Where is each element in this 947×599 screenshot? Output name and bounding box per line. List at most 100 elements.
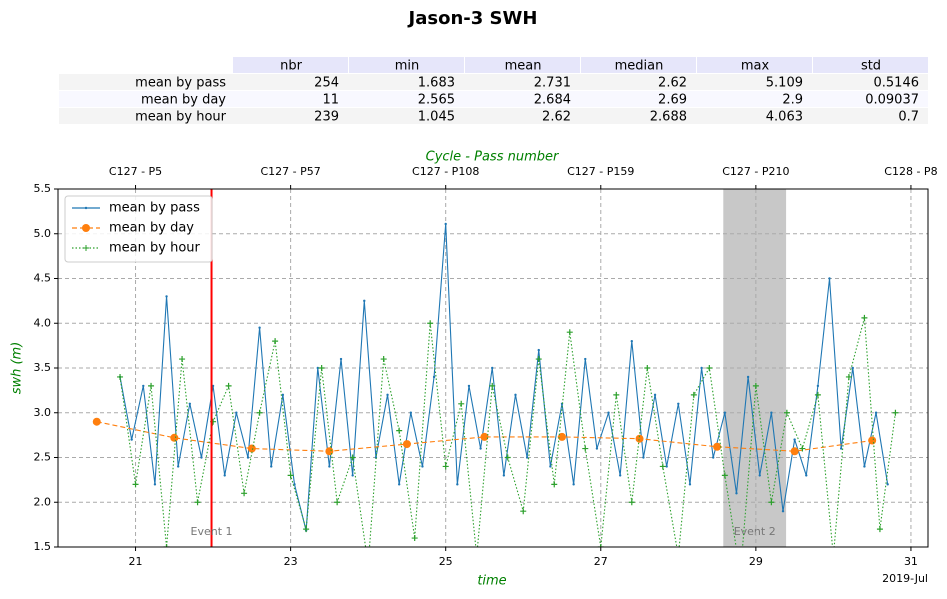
stats-table: nbr min mean median max std mean by pass 254 1.6… xyxy=(59,57,928,125)
x-offset-label: 2019-Jul xyxy=(882,572,928,585)
cell: 2.565 xyxy=(418,93,455,108)
row-bg xyxy=(59,91,928,107)
point xyxy=(642,456,645,459)
point xyxy=(474,553,480,559)
row-label: mean by pass xyxy=(135,76,226,91)
point xyxy=(721,472,728,479)
legend-label: mean by day xyxy=(109,221,194,236)
point xyxy=(713,442,722,451)
point xyxy=(863,465,866,468)
column-header: min xyxy=(395,59,420,74)
x-tick-label: 25 xyxy=(439,555,453,568)
point xyxy=(411,535,418,542)
point xyxy=(790,447,799,456)
point xyxy=(839,447,843,450)
point xyxy=(170,433,179,442)
point xyxy=(644,365,651,371)
point xyxy=(444,222,447,226)
row-label: mean by hour xyxy=(135,110,227,125)
point xyxy=(595,447,599,450)
cell: 0.7 xyxy=(898,110,919,125)
y-tick-label: 5.0 xyxy=(34,227,52,240)
plot-area: Event 2 1.5 2.0 2.5 3.0 3.5 4.0 4.5 5.0 5.5 21 23 25… xyxy=(34,165,938,577)
point xyxy=(421,465,424,468)
point xyxy=(281,393,285,397)
point xyxy=(653,393,657,397)
point xyxy=(235,411,238,414)
point xyxy=(675,553,681,559)
point xyxy=(572,483,575,486)
header-cell xyxy=(349,57,464,73)
point xyxy=(442,463,449,470)
point xyxy=(735,492,738,495)
legend: mean by pass mean by day mean by hour xyxy=(64,195,213,263)
point xyxy=(814,391,821,398)
point xyxy=(770,411,773,414)
point xyxy=(504,454,511,461)
point xyxy=(566,329,573,336)
x2-tick-label: C127 - P159 xyxy=(567,165,634,178)
x-tick-label: 27 xyxy=(594,555,608,568)
point xyxy=(582,445,589,452)
point xyxy=(876,526,883,533)
point xyxy=(630,339,633,343)
x-axis-label: time xyxy=(477,574,506,589)
column-header: std xyxy=(861,59,881,74)
point xyxy=(768,499,775,506)
point xyxy=(783,409,790,416)
x2-tick-label: C127 - P5 xyxy=(109,165,162,178)
point xyxy=(613,391,620,398)
point xyxy=(712,456,715,459)
point xyxy=(558,432,567,441)
point xyxy=(188,402,192,405)
x-tick-label: 21 xyxy=(129,555,143,568)
cell: 2.731 xyxy=(534,76,571,91)
point xyxy=(700,366,703,370)
point xyxy=(241,490,248,497)
legend-label: mean by hour xyxy=(109,241,201,256)
cell: 4.063 xyxy=(766,110,803,125)
point xyxy=(179,356,186,363)
y-tick-label: 1.5 xyxy=(34,540,52,553)
cell: 2.688 xyxy=(650,110,687,125)
point xyxy=(318,365,325,371)
legend-label: mean by pass xyxy=(109,201,200,216)
point xyxy=(584,357,587,361)
y-tick-label: 3.0 xyxy=(34,406,52,419)
point xyxy=(456,483,459,486)
point xyxy=(328,465,331,468)
y-tick-label: 2.0 xyxy=(34,495,52,508)
point xyxy=(535,356,542,363)
point xyxy=(256,409,263,416)
point xyxy=(165,295,168,298)
column-header: mean xyxy=(505,59,542,74)
cell: 239 xyxy=(314,110,339,125)
point xyxy=(287,472,294,479)
point xyxy=(828,277,831,280)
point xyxy=(551,481,558,488)
x2-axis-label: Cycle - Pass number xyxy=(426,150,560,165)
point xyxy=(851,366,854,370)
point xyxy=(176,465,180,468)
point xyxy=(706,365,713,371)
series-line xyxy=(96,421,873,452)
point xyxy=(163,544,170,547)
point xyxy=(805,474,808,477)
y-tick-label: 4.5 xyxy=(34,272,52,285)
x2-tick-label: C127 - P210 xyxy=(722,165,789,178)
point xyxy=(479,447,482,450)
cell: 0.5146 xyxy=(874,76,920,91)
point xyxy=(409,411,413,414)
point xyxy=(737,571,743,577)
row-label: mean by day xyxy=(141,93,226,108)
legend-marker xyxy=(83,245,89,251)
point xyxy=(723,411,727,414)
cell: 2.62 xyxy=(542,110,571,125)
point xyxy=(830,553,836,559)
legend-box xyxy=(64,195,213,263)
cell: 5.109 xyxy=(766,76,803,91)
point xyxy=(628,499,635,506)
x2-tick-label: C128 - P8 xyxy=(884,165,937,178)
point xyxy=(396,427,403,434)
